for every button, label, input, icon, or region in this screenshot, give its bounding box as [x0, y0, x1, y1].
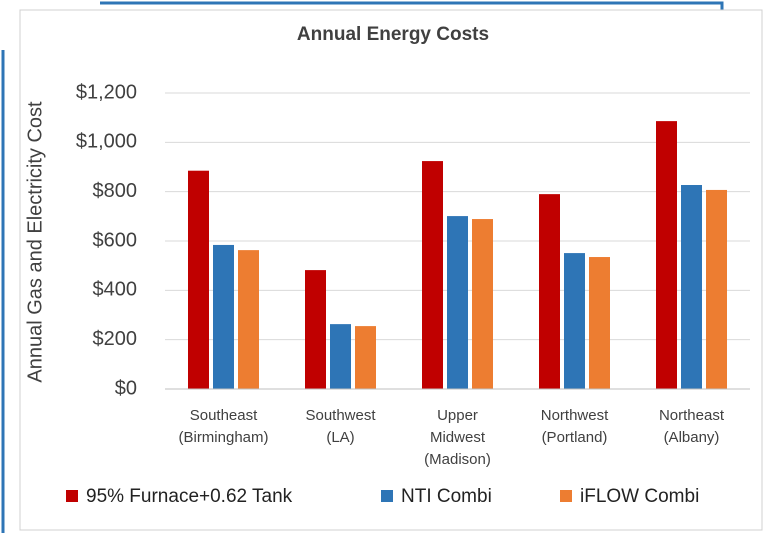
bar [539, 194, 560, 389]
x-tick-label: Northwest [541, 407, 609, 424]
bar [305, 270, 326, 389]
x-tick-label: Midwest [430, 429, 486, 446]
x-tick-label: (LA) [326, 429, 354, 446]
legend-swatch [560, 490, 572, 502]
y-tick-label: $0 [115, 377, 137, 399]
bar [213, 244, 234, 389]
bar [681, 185, 702, 389]
bar [188, 170, 209, 389]
bar [330, 324, 351, 389]
legend-swatch [66, 490, 78, 502]
bar [589, 257, 610, 389]
bar [422, 161, 443, 389]
bar [447, 216, 468, 389]
chart-border [19, 9, 763, 531]
x-tick-label: Southeast [190, 407, 258, 424]
chart-title: Annual Energy Costs [297, 24, 489, 45]
y-tick-label: $600 [93, 229, 138, 251]
x-tick-label: (Portland) [542, 429, 608, 446]
x-tick-label: (Birmingham) [178, 429, 268, 446]
x-tick-label: (Albany) [664, 429, 720, 446]
y-tick-label: $800 [93, 180, 138, 202]
y-tick-label: $200 [93, 328, 138, 350]
x-tick-label: Upper [437, 407, 478, 424]
y-tick-label: $1,200 [76, 81, 137, 103]
bar [564, 253, 585, 389]
x-tick-label: Northeast [659, 407, 725, 424]
frame [100, 1, 724, 10]
legend-label: NTI Combi [401, 486, 492, 507]
legend-swatch [381, 490, 393, 502]
y-tick-label: $1,000 [76, 131, 137, 153]
x-tick-label: (Madison) [424, 451, 491, 468]
bar [355, 326, 376, 389]
bar [706, 189, 727, 389]
bar [238, 250, 259, 389]
y-axis-title: Annual Gas and Electricity Cost [24, 101, 46, 383]
x-tick-label: Southwest [305, 407, 376, 424]
bar [656, 121, 677, 390]
bar [472, 219, 493, 389]
legend-label: 95% Furnace+0.62 Tank [86, 486, 293, 507]
y-tick-label: $400 [93, 279, 138, 301]
legend-label: iFLOW Combi [580, 486, 699, 507]
